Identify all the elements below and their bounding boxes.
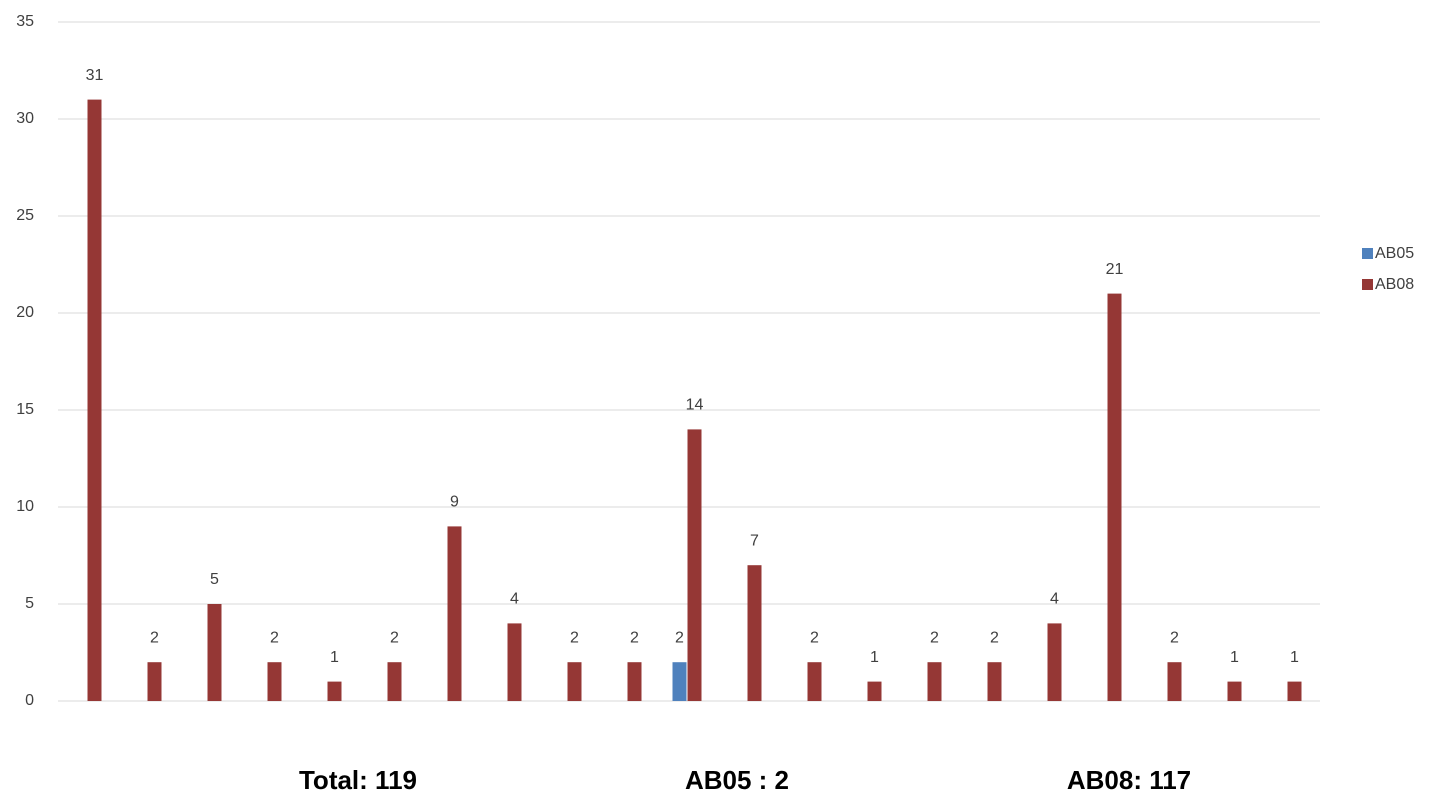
bar <box>267 662 282 701</box>
bar <box>927 662 942 701</box>
bar <box>327 681 342 701</box>
bar <box>747 565 762 701</box>
y-tick-label: 20 <box>16 304 34 321</box>
bar <box>387 662 402 701</box>
data-label: 1 <box>1230 649 1239 666</box>
bar <box>987 662 1002 701</box>
data-label: 2 <box>150 629 159 646</box>
bar <box>1047 623 1062 701</box>
bar <box>447 526 462 701</box>
y-tick-label: 15 <box>16 401 34 418</box>
bar <box>867 681 882 701</box>
summary-note: Total: 119 <box>299 765 417 795</box>
bar <box>1287 681 1302 701</box>
bar <box>87 99 102 702</box>
data-label: 4 <box>1050 591 1059 608</box>
data-label: 2 <box>390 629 399 646</box>
bar <box>1107 293 1122 701</box>
bar <box>207 604 222 701</box>
y-tick-label: 10 <box>16 498 34 515</box>
y-tick-label: 25 <box>16 207 34 224</box>
bar <box>807 662 822 701</box>
bar <box>627 662 642 701</box>
legend-swatch <box>1362 248 1373 259</box>
data-label: 1 <box>330 649 339 666</box>
legend-label: AB08 <box>1375 276 1414 293</box>
bar <box>687 429 702 701</box>
bar <box>567 662 582 701</box>
data-label: 2 <box>270 629 279 646</box>
data-label: 7 <box>750 532 759 549</box>
data-label: 2 <box>990 629 999 646</box>
data-label: 5 <box>210 571 219 588</box>
summary-note: AB08: 117 <box>1067 765 1191 795</box>
y-tick-label: 35 <box>16 13 34 30</box>
y-tick-label: 30 <box>16 110 34 127</box>
data-label: 9 <box>450 494 459 511</box>
data-label: 2 <box>570 629 579 646</box>
bar <box>147 662 162 701</box>
summary-note: AB05 : 2 <box>685 765 789 795</box>
data-label: 1 <box>1290 649 1299 666</box>
bar <box>1167 662 1182 701</box>
data-label: 1 <box>870 649 879 666</box>
bar <box>1227 681 1242 701</box>
data-label: 14 <box>686 397 704 414</box>
legend-label: AB05 <box>1375 245 1414 262</box>
data-label: 2 <box>930 629 939 646</box>
data-label: 2 <box>675 629 684 646</box>
data-label: 21 <box>1106 261 1124 278</box>
data-label: 31 <box>86 67 104 84</box>
data-label: 2 <box>630 629 639 646</box>
data-label: 2 <box>810 629 819 646</box>
y-tick-label: 5 <box>25 595 34 612</box>
legend-swatch <box>1362 279 1373 290</box>
data-label: 2 <box>1170 629 1179 646</box>
bar <box>672 662 687 701</box>
bar <box>507 623 522 701</box>
data-label: 4 <box>510 591 519 608</box>
y-tick-label: 0 <box>25 692 34 709</box>
